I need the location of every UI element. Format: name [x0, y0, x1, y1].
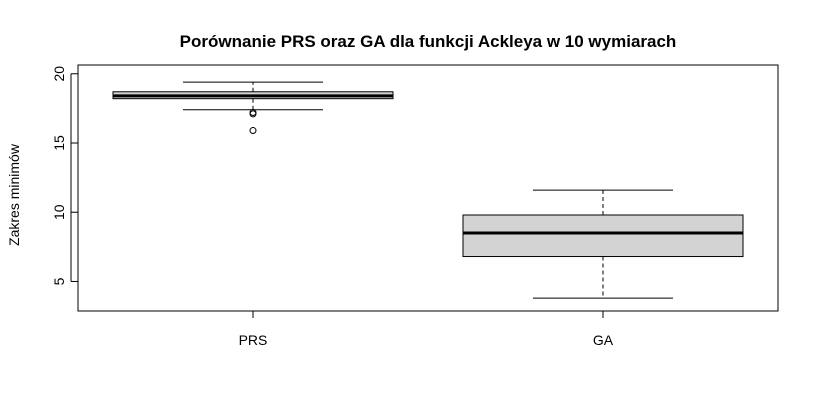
x-tick-label: PRS: [239, 332, 268, 348]
y-tick-label: 20: [51, 66, 67, 82]
outlier-point: [249, 109, 257, 117]
box-iqr: [462, 214, 744, 258]
y-tick-label: 15: [51, 135, 67, 151]
y-axis-label: Zakres minimów: [6, 143, 22, 246]
outlier-point: [249, 127, 257, 135]
chart-title: Porównanie PRS oraz GA dla funkcji Ackle…: [180, 32, 677, 51]
plot-frame: [77, 64, 779, 312]
y-tick-label: 10: [51, 204, 67, 220]
y-tick-label: 5: [51, 277, 67, 285]
x-tick-label: GA: [593, 332, 614, 348]
plot-layer: 5 10 15 20 PRS GA: [51, 66, 744, 348]
